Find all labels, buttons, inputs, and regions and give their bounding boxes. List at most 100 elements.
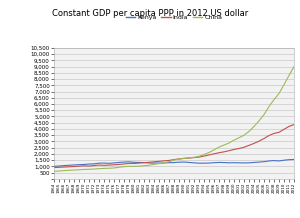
Kenya bbox=[207, 162, 211, 164]
India bbox=[147, 161, 151, 164]
Kenya bbox=[217, 161, 221, 164]
Kenya bbox=[222, 161, 226, 164]
India bbox=[227, 149, 231, 152]
India bbox=[182, 157, 186, 160]
India bbox=[252, 142, 256, 145]
China bbox=[122, 165, 126, 168]
India bbox=[237, 147, 241, 150]
India bbox=[152, 160, 156, 163]
China bbox=[222, 144, 226, 146]
China bbox=[142, 164, 146, 167]
China bbox=[287, 74, 291, 77]
Kenya bbox=[157, 162, 161, 164]
China bbox=[192, 156, 196, 159]
India bbox=[217, 152, 221, 154]
China bbox=[237, 136, 241, 139]
Kenya bbox=[177, 161, 181, 164]
China bbox=[127, 165, 131, 168]
India bbox=[57, 166, 61, 169]
Kenya bbox=[277, 160, 281, 162]
China bbox=[87, 168, 91, 171]
China bbox=[202, 153, 206, 156]
India bbox=[197, 156, 201, 158]
India bbox=[267, 134, 271, 137]
China bbox=[187, 157, 191, 159]
Kenya bbox=[232, 161, 236, 164]
India bbox=[207, 154, 211, 156]
Kenya bbox=[192, 162, 196, 164]
Kenya bbox=[67, 164, 71, 167]
China bbox=[112, 167, 116, 169]
Kenya bbox=[257, 161, 261, 163]
India bbox=[77, 165, 81, 167]
India bbox=[222, 151, 226, 153]
China bbox=[57, 170, 61, 172]
Kenya bbox=[77, 163, 81, 166]
Kenya bbox=[142, 161, 146, 164]
China bbox=[182, 157, 186, 160]
India bbox=[187, 157, 191, 159]
Kenya bbox=[127, 160, 131, 163]
Kenya bbox=[267, 160, 271, 162]
China bbox=[92, 168, 96, 170]
Kenya bbox=[102, 162, 106, 164]
India bbox=[72, 165, 76, 168]
India bbox=[232, 148, 236, 151]
China bbox=[242, 134, 246, 136]
Kenya bbox=[82, 163, 86, 166]
India bbox=[137, 162, 141, 164]
China bbox=[272, 98, 276, 101]
China bbox=[137, 165, 141, 167]
Kenya bbox=[112, 162, 116, 164]
India bbox=[262, 137, 266, 140]
India bbox=[212, 153, 216, 155]
Kenya bbox=[262, 160, 266, 163]
China bbox=[292, 65, 296, 68]
China bbox=[197, 155, 201, 158]
India bbox=[132, 162, 136, 165]
Kenya bbox=[97, 162, 101, 165]
Kenya bbox=[252, 161, 256, 164]
India bbox=[62, 166, 66, 168]
Line: India: India bbox=[54, 124, 294, 168]
Kenya bbox=[197, 162, 201, 165]
China bbox=[52, 170, 56, 173]
India bbox=[202, 155, 206, 157]
Kenya bbox=[132, 161, 136, 164]
Kenya bbox=[212, 161, 216, 164]
China bbox=[107, 167, 111, 170]
China bbox=[147, 164, 151, 167]
China bbox=[217, 146, 221, 148]
India bbox=[167, 159, 171, 162]
China bbox=[102, 167, 106, 170]
India bbox=[282, 128, 286, 131]
India bbox=[157, 160, 161, 163]
India bbox=[67, 165, 71, 168]
Line: Kenya: Kenya bbox=[54, 159, 294, 166]
India bbox=[97, 164, 101, 166]
China bbox=[117, 166, 121, 169]
China bbox=[157, 162, 161, 165]
India bbox=[242, 146, 246, 148]
China bbox=[282, 83, 286, 86]
China bbox=[162, 161, 166, 164]
Kenya bbox=[172, 161, 176, 164]
Kenya bbox=[202, 162, 206, 165]
India bbox=[272, 132, 276, 135]
India bbox=[127, 162, 131, 165]
Kenya bbox=[187, 161, 191, 164]
Line: China: China bbox=[54, 67, 294, 171]
Kenya bbox=[87, 163, 91, 165]
Kenya bbox=[272, 159, 276, 162]
India bbox=[112, 164, 116, 166]
Text: Constant GDP per capita PPP in 2012 US dollar: Constant GDP per capita PPP in 2012 US d… bbox=[52, 9, 248, 18]
Kenya bbox=[162, 162, 166, 164]
Kenya bbox=[287, 158, 291, 161]
Kenya bbox=[117, 161, 121, 164]
China bbox=[212, 148, 216, 151]
Kenya bbox=[282, 159, 286, 162]
India bbox=[247, 144, 251, 147]
India bbox=[117, 163, 121, 166]
India bbox=[172, 158, 176, 161]
China bbox=[77, 169, 81, 171]
